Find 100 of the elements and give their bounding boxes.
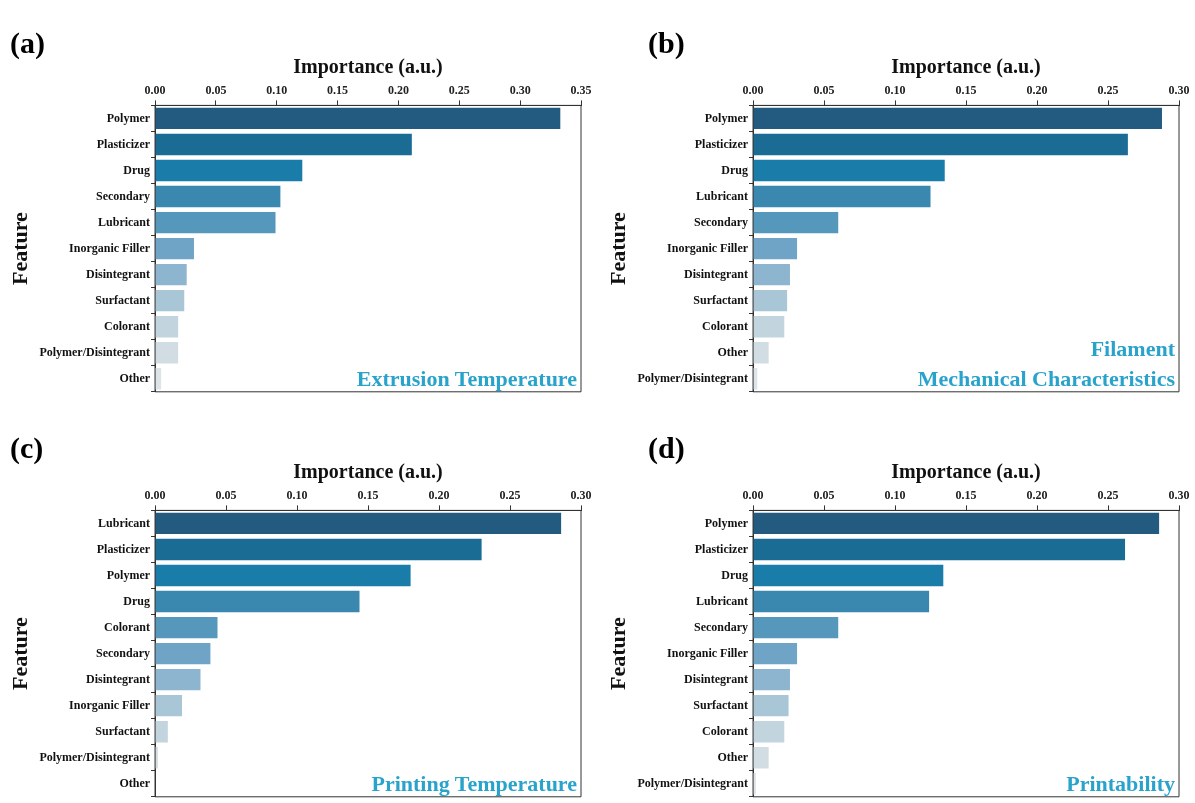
y-tick-label: Lubricant	[98, 214, 151, 229]
text: Extrusion Temperature	[356, 365, 578, 391]
bar	[155, 290, 185, 312]
y-tick-label: Polymer/Disintegrant	[39, 749, 151, 764]
y-tick-label: Colorant	[104, 318, 151, 333]
bar	[155, 668, 201, 691]
x-tick-label: 0.00	[144, 83, 166, 98]
x-tick-label: 0.15	[955, 488, 977, 503]
y-tick-label: Surfactant	[693, 292, 749, 307]
y-tick-label: Polymer	[106, 567, 151, 582]
x-tick-label: 0.15	[357, 488, 379, 503]
y-tick-label: Inorganic Filler	[69, 697, 151, 712]
bar	[155, 616, 218, 639]
bar	[753, 642, 798, 665]
y-tick-label: Surfactant	[693, 697, 749, 712]
x-tick-label: 0.30	[570, 488, 592, 503]
bar	[753, 237, 798, 260]
y-tick-label: Inorganic Filler	[69, 240, 151, 255]
x-tick-label: 0.00	[144, 488, 166, 503]
bar	[753, 263, 790, 286]
x-axis-title: Importance (a.u.)	[293, 460, 443, 484]
bar	[155, 512, 562, 535]
bar	[155, 695, 183, 717]
bar	[753, 721, 785, 743]
y-tick-label: Plasticizer	[96, 136, 151, 151]
x-axis-title: Importance (a.u.)	[891, 460, 1041, 484]
x-tick-label: 0.10	[286, 488, 308, 503]
text: Printability	[1066, 770, 1175, 796]
y-tick-label: Drug	[721, 162, 749, 177]
x-tick-label: 0.05	[205, 83, 227, 98]
bar	[753, 316, 785, 338]
x-tick-label: 0.25	[1097, 488, 1119, 503]
y-tick-label: Surfactant	[95, 292, 151, 307]
bar	[155, 642, 211, 665]
x-tick-label: 0.15	[327, 83, 349, 98]
x-axis-title: Importance (a.u.)	[891, 55, 1041, 79]
y-tick-label: Plasticizer	[96, 541, 151, 556]
x-tick-label: 0.25	[1097, 83, 1119, 98]
y-tick-label: Colorant	[702, 318, 749, 333]
bar	[753, 159, 945, 182]
bar	[753, 211, 839, 234]
text: Filament Mechanical Characteristics	[917, 335, 1176, 391]
bar	[155, 721, 168, 743]
bar	[753, 107, 1162, 130]
bar	[753, 185, 931, 208]
y-tick-label: Plasticizer	[694, 136, 749, 151]
y-tick-label: Drug	[123, 162, 151, 177]
y-tick-label: Polymer/Disintegrant	[637, 370, 749, 385]
y-tick-label: Disintegrant	[684, 671, 749, 686]
y-tick-label: Drug	[721, 567, 749, 582]
bar	[155, 185, 281, 208]
y-tick-label: Polymer	[704, 515, 749, 530]
bar	[155, 107, 561, 130]
y-tick-label: Inorganic Filler	[667, 240, 749, 255]
x-tick-label: 0.05	[215, 488, 237, 503]
y-tick-label: Other	[717, 344, 749, 359]
bar	[155, 237, 194, 260]
x-tick-label: 0.35	[570, 83, 592, 98]
text: (c)	[10, 430, 44, 465]
y-tick-label: Disintegrant	[86, 671, 151, 686]
bar	[753, 512, 1160, 535]
y-axis-title: Feature	[6, 616, 32, 691]
x-tick-label: 0.30	[509, 83, 531, 98]
x-tick-label: 0.10	[266, 83, 288, 98]
y-tick-label: Secondary	[96, 645, 151, 660]
y-tick-label: Polymer/Disintegrant	[637, 775, 749, 790]
y-tick-label: Lubricant	[98, 515, 151, 530]
bar	[155, 133, 412, 156]
y-tick-label: Colorant	[104, 619, 151, 634]
y-tick-label: Lubricant	[696, 593, 749, 608]
bar	[753, 616, 839, 639]
bar	[753, 133, 1128, 156]
text: (a)	[10, 25, 45, 60]
y-axis-title: Feature	[6, 211, 32, 286]
bar	[753, 342, 769, 364]
y-tick-label: Secondary	[96, 188, 151, 203]
y-axis-title: Feature	[604, 211, 630, 286]
bar	[155, 159, 303, 182]
x-tick-label: 0.10	[884, 83, 906, 98]
x-tick-label: 0.20	[387, 83, 409, 98]
x-tick-label: 0.20	[428, 488, 450, 503]
text: (d)	[648, 430, 685, 465]
bar	[753, 695, 789, 717]
text: (b)	[648, 25, 685, 60]
y-tick-label: Secondary	[694, 619, 749, 634]
bar	[155, 564, 411, 587]
x-tick-label: 0.00	[742, 488, 764, 503]
y-axis-title: Feature	[604, 616, 630, 691]
x-tick-label: 0.00	[742, 83, 764, 98]
y-tick-label: Inorganic Filler	[667, 645, 749, 660]
y-tick-label: Disintegrant	[684, 266, 749, 281]
x-axis-title: Importance (a.u.)	[293, 55, 443, 79]
bar	[753, 538, 1126, 561]
x-tick-label: 0.05	[813, 83, 835, 98]
y-tick-label: Polymer	[106, 110, 151, 125]
text: Printing Temperature	[371, 770, 578, 796]
bar	[753, 564, 944, 587]
y-tick-label: Other	[717, 749, 749, 764]
x-tick-label: 0.30	[1168, 83, 1190, 98]
bar	[155, 211, 276, 234]
